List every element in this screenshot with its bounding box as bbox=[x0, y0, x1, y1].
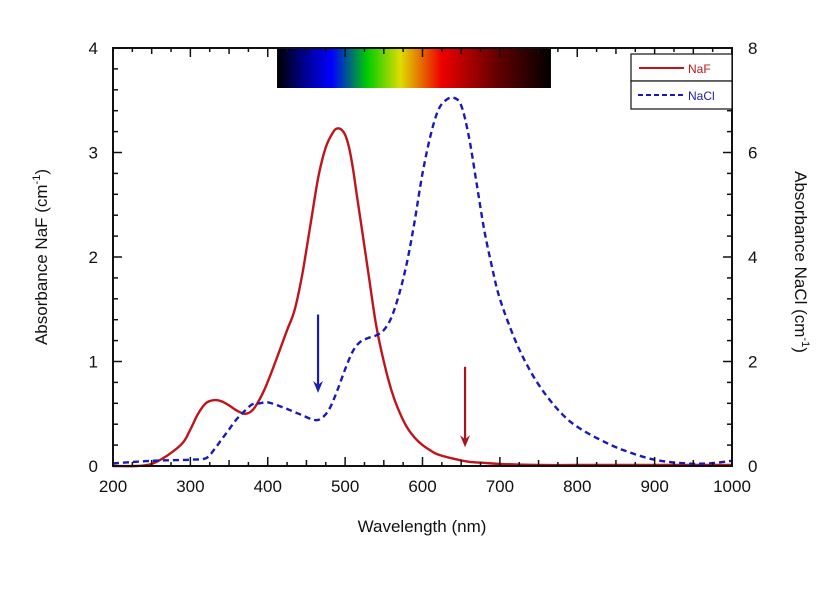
x-tick-label: 300 bbox=[176, 477, 204, 496]
y-left-tick-label: 1 bbox=[89, 353, 98, 372]
y-right-tick-label: 0 bbox=[748, 457, 757, 476]
spectrum-color-bar bbox=[277, 48, 551, 88]
x-tick-label: 1000 bbox=[713, 477, 751, 496]
ticks-layer bbox=[112, 47, 733, 467]
y-right-tick-label: 8 bbox=[748, 39, 757, 58]
legend-label-naf: NaF bbox=[688, 62, 711, 76]
legend-label-nacl: NaCl bbox=[688, 89, 715, 103]
y-left-title-sup: -1 bbox=[31, 175, 43, 185]
x-tick-label: 200 bbox=[99, 477, 127, 496]
y-left-tick-label: 2 bbox=[89, 248, 98, 267]
y-right-tick-label: 4 bbox=[748, 248, 757, 267]
legend: NaF NaCl bbox=[630, 53, 733, 110]
x-tick-label: 600 bbox=[408, 477, 436, 496]
y-right-title-close: ) bbox=[791, 347, 810, 353]
x-tick-label: 800 bbox=[563, 477, 591, 496]
y-left-title-text: Absorbance NaF (cm bbox=[32, 184, 51, 345]
y-right-title-sup: -1 bbox=[799, 337, 811, 347]
marks-layer bbox=[112, 96, 733, 468]
y-right-tick-label: 2 bbox=[748, 353, 757, 372]
x-axis-title: Wavelength (nm) bbox=[358, 517, 487, 536]
annotation-arrow-red bbox=[460, 366, 471, 448]
svg-text:Absorbance NaCl (cm-1): Absorbance NaCl (cm-1) bbox=[791, 171, 811, 353]
arrow-head-icon bbox=[313, 380, 324, 393]
y-left-tick-label: 3 bbox=[89, 144, 98, 163]
y-left-tick-label: 4 bbox=[89, 39, 98, 58]
y-right-tick-label: 6 bbox=[748, 144, 757, 163]
y-left-title-close: ) bbox=[32, 169, 51, 175]
x-tick-label: 900 bbox=[640, 477, 668, 496]
x-tick-label: 500 bbox=[331, 477, 359, 496]
x-tick-label: 400 bbox=[254, 477, 282, 496]
series-line-nacl bbox=[112, 96, 733, 465]
y-axis-left-title: Absorbance NaF (cm-1) bbox=[31, 169, 51, 345]
svg-text:Absorbance NaF (cm-1): Absorbance NaF (cm-1) bbox=[31, 169, 51, 345]
y-axis-right-title: Absorbance NaCl (cm-1) bbox=[791, 171, 811, 353]
x-tick-label: 700 bbox=[486, 477, 514, 496]
arrow-head-icon bbox=[460, 435, 471, 448]
annotation-arrow-blue bbox=[313, 314, 324, 393]
y-right-title-text: Absorbance NaCl (cm bbox=[791, 171, 810, 337]
y-left-tick-label: 0 bbox=[89, 457, 98, 476]
series-line-naf bbox=[112, 127, 732, 468]
